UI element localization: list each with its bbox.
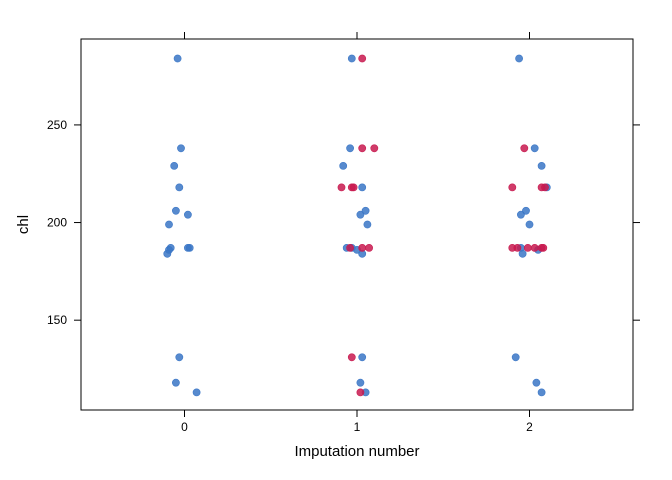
observed-point bbox=[511, 353, 520, 362]
observed-point bbox=[358, 353, 367, 362]
observed-point bbox=[361, 206, 370, 215]
imputed-point bbox=[358, 54, 367, 63]
observed-point bbox=[525, 220, 534, 229]
x-axis-title: Imputation number bbox=[294, 443, 419, 460]
observed-point bbox=[346, 144, 354, 153]
observed-point bbox=[171, 378, 180, 387]
observed-point bbox=[192, 388, 201, 397]
y-tick-label: 250 bbox=[47, 118, 67, 132]
observed-point bbox=[537, 388, 546, 397]
imputed-series bbox=[337, 54, 549, 397]
imputed-point bbox=[539, 243, 548, 252]
imputed-point bbox=[370, 144, 379, 153]
observed-point bbox=[358, 183, 367, 192]
observed-point bbox=[185, 243, 194, 252]
observed-point bbox=[165, 220, 173, 229]
observed-series bbox=[163, 54, 551, 397]
observed-point bbox=[170, 161, 179, 170]
observed-point bbox=[356, 210, 365, 219]
y-tick-label: 200 bbox=[47, 216, 67, 230]
observed-point bbox=[363, 220, 372, 229]
observed-point bbox=[517, 210, 525, 219]
y-axis-title: chl bbox=[15, 215, 32, 234]
imputed-point bbox=[347, 353, 356, 362]
x-tick-label: 2 bbox=[526, 420, 533, 434]
observed-point bbox=[532, 378, 541, 387]
imputed-point bbox=[337, 183, 346, 192]
observed-point bbox=[171, 206, 180, 215]
observed-point bbox=[163, 249, 172, 258]
observed-point bbox=[339, 161, 348, 170]
imputed-point bbox=[541, 183, 549, 192]
imputed-point bbox=[349, 183, 358, 192]
observed-point bbox=[356, 378, 365, 387]
observed-point bbox=[518, 249, 527, 258]
observed-point bbox=[173, 54, 182, 63]
observed-point bbox=[522, 206, 530, 215]
observed-point bbox=[177, 144, 185, 153]
imputed-point bbox=[346, 243, 354, 252]
imputed-point bbox=[358, 243, 367, 252]
axis-ticks: 0 1 2 150 200 250 bbox=[47, 32, 640, 434]
observed-point bbox=[347, 54, 356, 63]
data-points bbox=[163, 54, 551, 397]
y-tick-label: 150 bbox=[47, 313, 67, 327]
observed-point bbox=[515, 54, 523, 63]
imputed-point bbox=[358, 144, 367, 153]
imputed-point bbox=[520, 144, 529, 153]
imputed-point bbox=[523, 243, 532, 252]
observed-point bbox=[530, 144, 539, 153]
imputed-point bbox=[365, 243, 373, 252]
observed-point bbox=[175, 353, 184, 362]
imputed-point bbox=[513, 243, 522, 252]
x-tick-label: 0 bbox=[181, 420, 188, 434]
imputed-point bbox=[530, 243, 539, 252]
imputed-point bbox=[508, 183, 517, 192]
x-tick-label: 1 bbox=[354, 420, 361, 434]
observed-point bbox=[175, 183, 184, 192]
observed-point bbox=[537, 161, 546, 170]
observed-point bbox=[183, 210, 192, 219]
imputed-point bbox=[356, 388, 365, 397]
